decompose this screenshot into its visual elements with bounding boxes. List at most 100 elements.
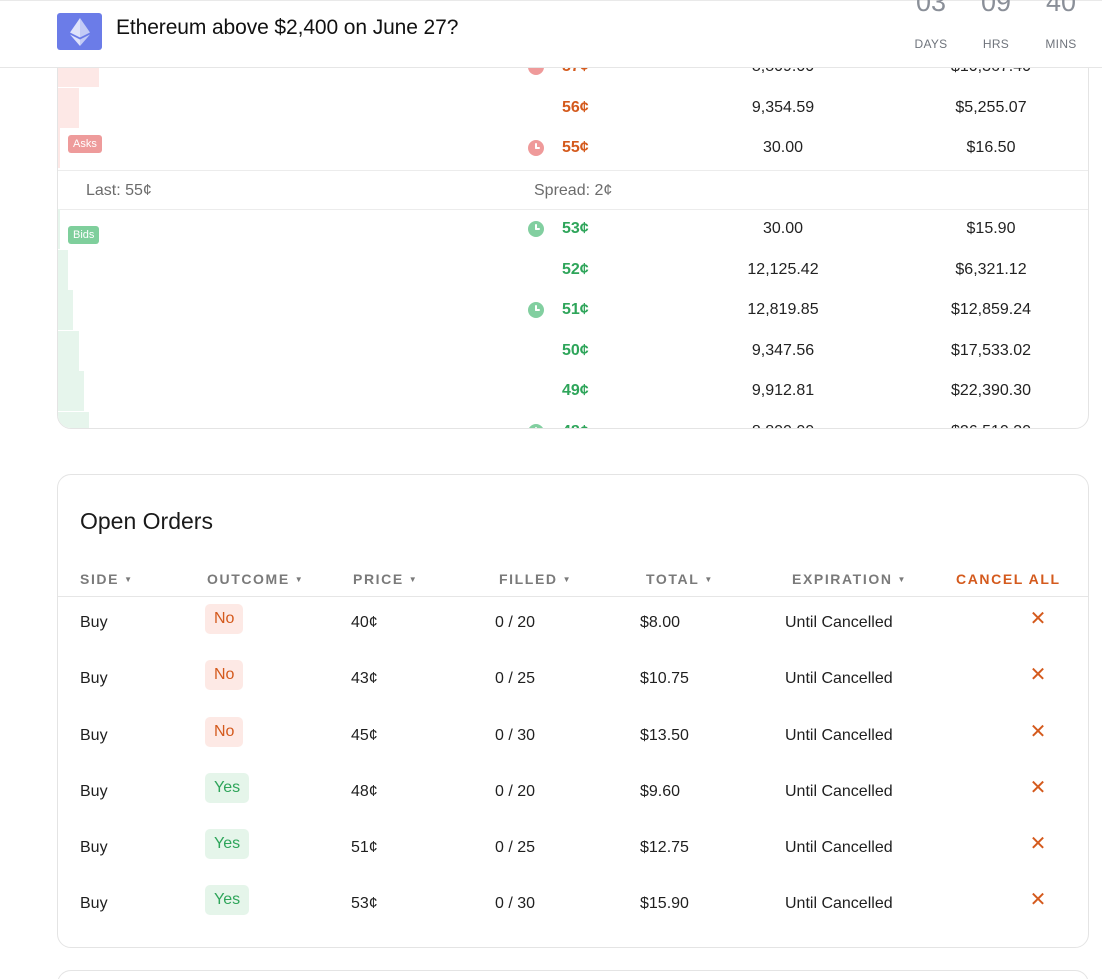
bid-row[interactable]: 49¢ 9,912.81 $22,390.30	[58, 371, 1088, 411]
ask-total: $5,255.07	[955, 99, 1027, 116]
close-icon[interactable]: ✕	[1029, 833, 1047, 855]
countdown-mins-label: MINS	[1045, 37, 1077, 51]
sort-caret-icon: ▼	[562, 575, 573, 584]
header-divider	[58, 596, 1088, 597]
outcome-badge: No	[205, 604, 244, 634]
table-row: Buy 45¢ 0 / 30 $13.50 Until Cancelled No ✕	[58, 717, 1088, 757]
column-header-filled-label: FILLED	[499, 571, 558, 587]
order-filled-cell: 0 / 30	[495, 727, 536, 744]
order-price-cell: 43¢	[351, 670, 378, 687]
bid-price: 49¢	[562, 382, 589, 399]
market-title: Ethereum above $2,400 on June 27?	[116, 16, 459, 39]
bid-total: $17,533.02	[950, 342, 1032, 359]
order-expiration-cell: Until Cancelled	[785, 614, 893, 631]
spread-row: Last: 55¢ Spread: 2¢	[58, 170, 1088, 210]
order-book-card: Asks Last: 55¢ Spread: 2¢ Bids 57¢8,809.…	[57, 0, 1089, 429]
close-icon[interactable]: ✕	[1029, 664, 1047, 686]
column-header-price-label: PRICE	[353, 571, 404, 587]
bid-price: 48¢	[562, 423, 632, 428]
countdown-days-label: DAYS	[914, 37, 948, 51]
bid-shares: 12,819.85	[747, 301, 819, 318]
order-total-cell: $8.00	[640, 614, 681, 631]
bid-total: $15.90	[966, 220, 1016, 237]
bid-depth-bar	[58, 371, 84, 411]
ask-row[interactable]: 55¢ 30.00 $16.50	[58, 128, 1088, 168]
column-header-side-label: SIDE	[80, 571, 120, 587]
table-row: Buy 48¢ 0 / 20 $9.60 Until Cancelled Yes ✕	[58, 773, 1088, 813]
order-expiration-cell: Until Cancelled	[785, 670, 893, 687]
column-header-filled[interactable]: FILLED ▼	[499, 571, 572, 587]
bid-price: 50¢	[562, 342, 589, 359]
countdown-hours-value: 09	[980, 0, 1012, 17]
cancel-all-button[interactable]: CANCEL ALL	[956, 571, 1061, 587]
bid-total: $26,510.30	[911, 423, 1071, 428]
close-icon[interactable]: ✕	[1029, 777, 1047, 799]
sort-caret-icon: ▼	[704, 575, 714, 584]
close-icon[interactable]: ✕	[1029, 721, 1047, 743]
my-order-clock-icon	[528, 140, 544, 156]
table-row: Buy 40¢ 0 / 20 $8.00 Until Cancelled No ✕	[58, 604, 1088, 644]
order-total-cell: $12.75	[640, 839, 689, 856]
column-header-outcome[interactable]: OUTCOME ▼	[207, 571, 304, 587]
spread-value: Spread: 2¢	[534, 182, 613, 199]
order-side-cell: Buy	[80, 895, 108, 912]
ask-price: 55¢	[562, 139, 589, 156]
order-side-cell: Buy	[80, 670, 108, 687]
last-price: Last: 55¢	[86, 182, 152, 199]
order-price-cell: 51¢	[351, 839, 378, 856]
ask-shares: 30.00	[762, 139, 804, 156]
close-icon[interactable]: ✕	[1029, 608, 1047, 630]
bid-row[interactable]: 51¢ 12,819.85 $12,859.24	[58, 290, 1088, 330]
bid-row[interactable]: 52¢ 12,125.42 $6,321.12	[58, 250, 1088, 290]
table-row: Buy 51¢ 0 / 25 $12.75 Until Cancelled Yes ✕	[58, 829, 1088, 869]
countdown-hours-label: HRS	[982, 37, 1010, 51]
bid-price: 51¢	[562, 301, 589, 318]
bid-total: $12,859.24	[950, 301, 1032, 318]
bid-row[interactable]: 50¢ 9,347.56 $17,533.02	[58, 331, 1088, 371]
column-header-expiration[interactable]: EXPIRATION ▼	[792, 571, 907, 587]
my-order-clock-icon	[528, 221, 544, 237]
bid-shares: 12,125.42	[747, 261, 819, 278]
order-total-cell: $13.50	[640, 727, 689, 744]
bid-row[interactable]: 53¢ 30.00 $15.90	[58, 209, 1088, 249]
column-header-side[interactable]: SIDE ▼	[80, 571, 134, 587]
order-filled-cell: 0 / 20	[495, 614, 536, 631]
bid-shares: 9,912.81	[751, 382, 815, 399]
order-filled-cell: 0 / 25	[495, 670, 536, 687]
bid-row[interactable]: 48¢ 8,800.00 $26,510.30	[58, 412, 1088, 428]
order-total-cell: $15.90	[640, 895, 689, 912]
close-icon[interactable]: ✕	[1029, 889, 1047, 911]
next-card	[57, 970, 1089, 979]
bid-shares: 30.00	[762, 220, 804, 237]
order-expiration-cell: Until Cancelled	[785, 839, 893, 856]
sort-caret-icon: ▼	[294, 575, 305, 584]
outcome-badge: Yes	[205, 885, 250, 915]
column-header-total[interactable]: TOTAL ▼	[646, 571, 714, 587]
ethereum-logo-icon	[57, 13, 102, 50]
market-header: Ethereum above $2,400 on June 27? 03 DAY…	[0, 0, 1102, 68]
order-expiration-cell: Until Cancelled	[785, 895, 893, 912]
bids-tag: Bids	[68, 226, 100, 244]
ask-depth-bar	[58, 88, 79, 128]
order-price-cell: 53¢	[351, 895, 378, 912]
ask-total: $16.50	[966, 139, 1016, 156]
order-side-cell: Buy	[80, 727, 108, 744]
order-filled-cell: 0 / 25	[495, 839, 536, 856]
my-order-clock-icon	[528, 302, 544, 318]
bid-shares: 8,800.00	[703, 423, 863, 428]
table-row: Buy 43¢ 0 / 25 $10.75 Until Cancelled No ✕	[58, 660, 1088, 700]
sort-caret-icon: ▼	[124, 575, 134, 584]
outcome-badge: Yes	[205, 773, 250, 803]
order-price-cell: 45¢	[351, 727, 378, 744]
order-book-scroll-area[interactable]: Asks Last: 55¢ Spread: 2¢ Bids 57¢8,809.…	[58, 1, 1088, 428]
order-side-cell: Buy	[80, 839, 108, 856]
asks-tag: Asks	[68, 135, 102, 153]
ask-row[interactable]: 56¢ 9,354.59 $5,255.07	[58, 88, 1088, 128]
column-header-outcome-label: OUTCOME	[207, 571, 290, 587]
bid-depth-bar	[58, 209, 60, 249]
column-header-price[interactable]: PRICE ▼	[353, 571, 418, 587]
ask-shares: 9,354.59	[751, 99, 815, 116]
sort-caret-icon: ▼	[408, 575, 419, 584]
bid-depth-bar	[58, 290, 73, 330]
